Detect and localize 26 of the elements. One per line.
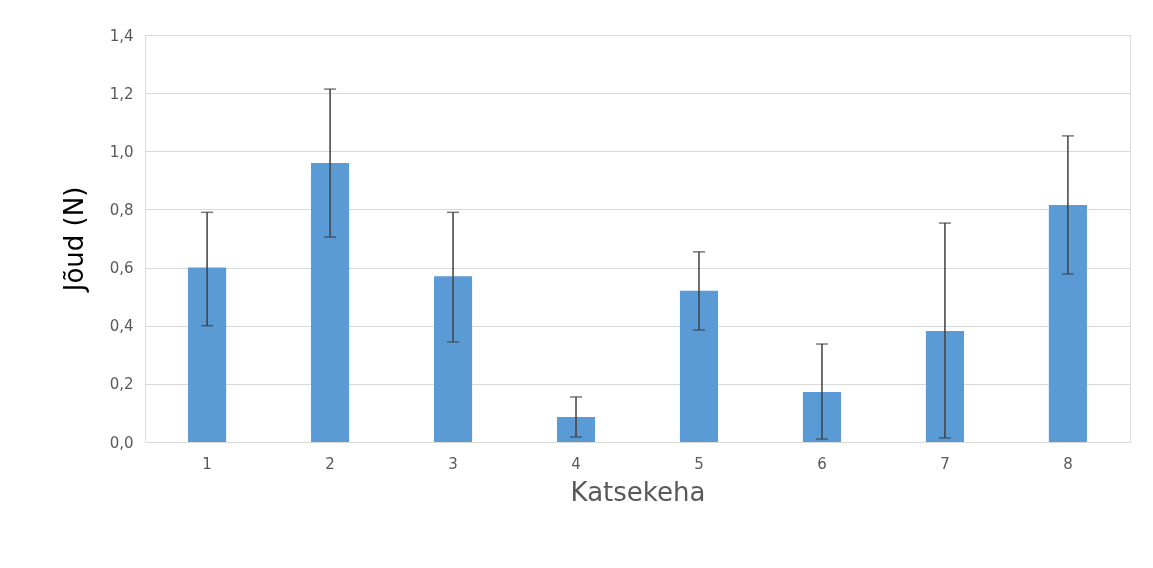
x-tick-label: 8 bbox=[1063, 454, 1073, 473]
y-tick-label: 0,2 bbox=[109, 375, 134, 394]
y-tick-label: 1,0 bbox=[109, 142, 134, 161]
y-tick-label: 1,4 bbox=[109, 26, 134, 45]
bar bbox=[1048, 205, 1087, 442]
bar bbox=[679, 290, 719, 442]
y-tick-label: 1,2 bbox=[109, 84, 134, 103]
bar bbox=[925, 330, 964, 442]
x-tick-label: 1 bbox=[202, 454, 212, 473]
y-axis-title: Jõud (N) bbox=[58, 186, 89, 294]
bar bbox=[311, 162, 350, 442]
x-axis-title: Katsekeha bbox=[570, 476, 706, 507]
bar bbox=[802, 392, 842, 442]
y-tick-label: 0,8 bbox=[109, 200, 134, 219]
y-tick-label: 0,6 bbox=[109, 259, 134, 278]
x-tick-label: 5 bbox=[694, 454, 704, 473]
y-tick-label: 0,4 bbox=[109, 317, 134, 336]
bar bbox=[556, 417, 596, 442]
y-tick-label: 0,0 bbox=[109, 433, 134, 452]
x-tick-label: 4 bbox=[571, 454, 581, 473]
x-tick-label: 3 bbox=[448, 454, 458, 473]
bar bbox=[188, 267, 227, 442]
x-tick-label: 7 bbox=[940, 454, 950, 473]
x-tick-label: 2 bbox=[325, 454, 335, 473]
x-tick-label: 6 bbox=[817, 454, 827, 473]
bar bbox=[433, 276, 473, 442]
